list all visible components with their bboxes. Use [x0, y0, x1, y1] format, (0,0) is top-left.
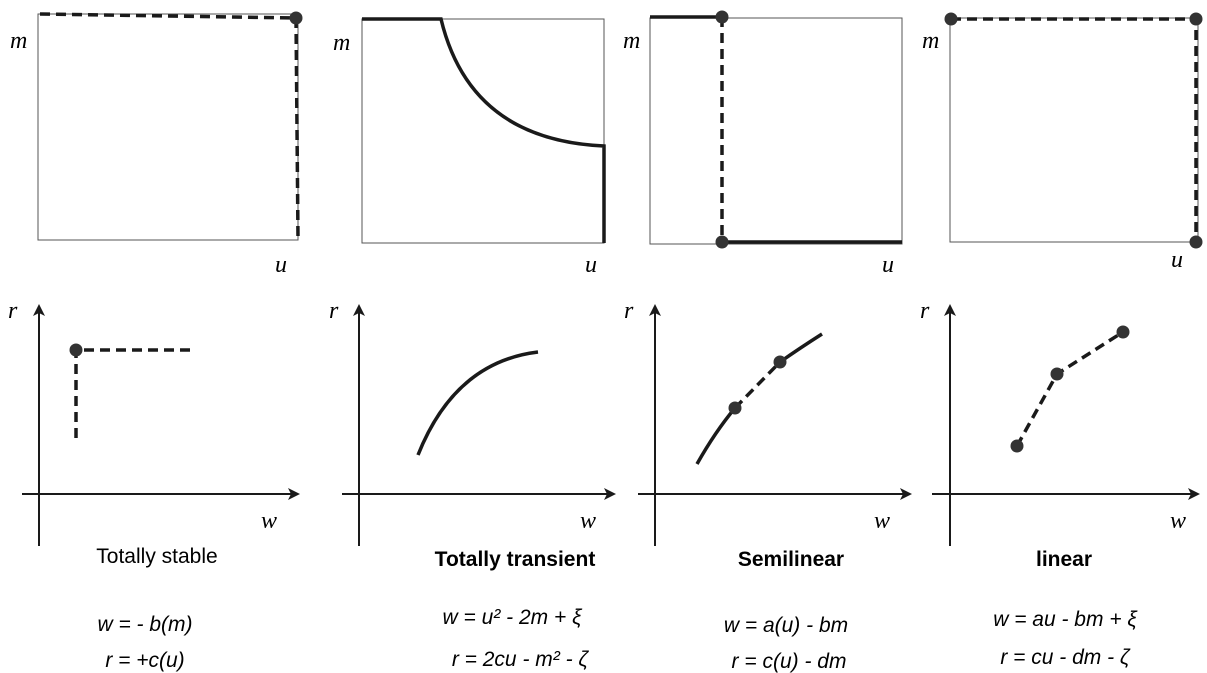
panel-semilinear: m u r w Semilinear w = a(u) - bm r = c(u… [623, 10, 912, 673]
semilinear-dashed-segment [733, 360, 782, 410]
phase-box [949, 17, 1199, 243]
phase-box [649, 17, 903, 245]
equation-w: w = - b(m) [97, 613, 192, 636]
u-label: u [1171, 247, 1183, 273]
response-plot-semilinear: r w [624, 298, 912, 546]
stable-point [289, 11, 303, 25]
transient-curve [362, 17, 606, 243]
stable-dashed-path [39, 12, 300, 239]
panel-totally-transient: m u r w Totally transient w = u² - 2m + … [329, 17, 616, 671]
m-label: m [333, 30, 350, 56]
semilinear-response-point-1 [728, 401, 742, 415]
phase-plot-semilinear: m u [623, 10, 903, 278]
w-label: w [874, 508, 890, 534]
panel-linear: m u r w linear w = au - bm + ξ r = cu - … [920, 12, 1203, 669]
response-plot-transient: r w [329, 298, 616, 546]
w-label: w [1170, 508, 1186, 534]
equation-r: r = 2cu - m² - ζ [452, 648, 590, 671]
panel-title: linear [1036, 548, 1092, 571]
m-label: m [922, 28, 939, 54]
stable-response-point [69, 343, 83, 357]
semilinear-curve-lower [695, 406, 737, 465]
transient-response-curve [416, 350, 539, 456]
m-label: m [623, 28, 640, 54]
response-plot-stable: r w [8, 298, 300, 546]
r-label: r [920, 298, 930, 324]
w-label: w [261, 508, 277, 534]
equation-r: r = cu - dm - ζ [1000, 646, 1131, 669]
equation-r: r = c(u) - dm [732, 650, 847, 673]
panel-title: Semilinear [738, 548, 844, 571]
linear-response-point-2 [1050, 367, 1064, 381]
w-label: w [580, 508, 596, 534]
phase-plot-transient: m u [333, 17, 606, 278]
semilinear-point-top [715, 10, 729, 24]
linear-response-point-3 [1116, 325, 1130, 339]
r-label: r [624, 298, 634, 324]
phase-plot-stable: m u [10, 11, 303, 278]
semilinear-curve-upper [778, 332, 823, 364]
semilinear-point-bottom [715, 235, 729, 249]
linear-response-point-1 [1010, 439, 1024, 453]
r-label: r [8, 298, 18, 324]
equation-w: w = a(u) - bm [724, 614, 848, 637]
linear-dashed-path [951, 17, 1198, 242]
semilinear-response-point-2 [773, 355, 787, 369]
u-label: u [275, 252, 287, 278]
m-label: m [10, 28, 27, 54]
u-label: u [585, 252, 597, 278]
phase-box [361, 18, 605, 244]
equation-w: w = u² - 2m + ξ [443, 606, 584, 629]
equation-w: w = au - bm + ξ [993, 608, 1138, 631]
u-label: u [882, 252, 894, 278]
response-plot-linear: r w [920, 298, 1200, 546]
panel-totally-stable: m u r w Totally stable w = - b(m) r = +c… [8, 11, 303, 672]
stable-response-dashed [74, 348, 193, 438]
linear-point-top-left [944, 12, 958, 26]
panel-title: Totally transient [435, 548, 596, 571]
phase-box [37, 13, 299, 241]
linear-dashed-response [1015, 330, 1124, 447]
phase-plot-linear: m u [922, 12, 1203, 273]
equation-r: r = +c(u) [105, 649, 184, 672]
panel-title: Totally stable [96, 545, 217, 568]
linear-point-top-right [1189, 12, 1203, 26]
r-label: r [329, 298, 339, 324]
linear-point-bottom-right [1189, 235, 1203, 249]
